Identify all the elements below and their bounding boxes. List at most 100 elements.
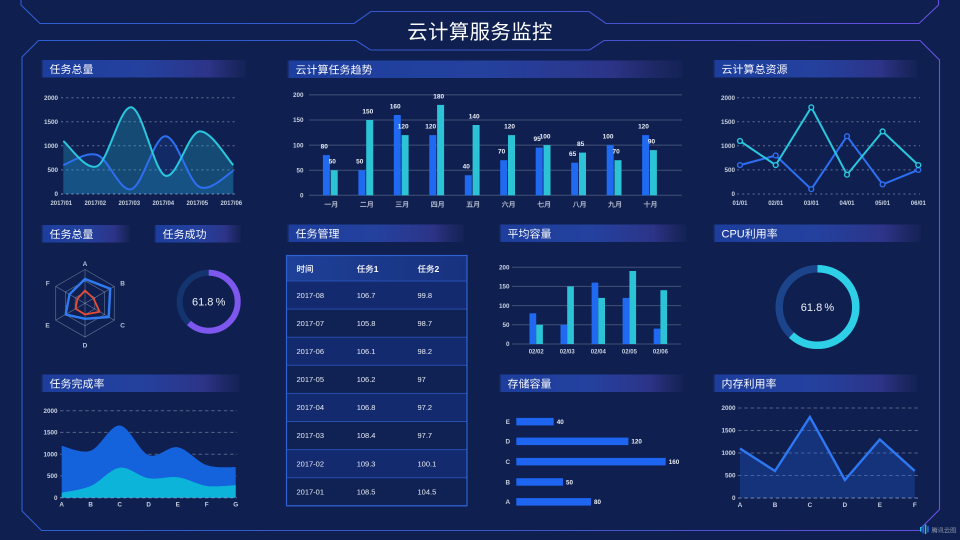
svg-text:A: A — [59, 502, 64, 509]
svg-text:0: 0 — [54, 495, 58, 502]
svg-text:106.1: 106.1 — [357, 347, 376, 356]
svg-text:B: B — [120, 281, 125, 288]
svg-text:1500: 1500 — [43, 430, 58, 437]
svg-text:D: D — [843, 502, 848, 509]
svg-text:61.8 %: 61.8 % — [192, 297, 226, 309]
svg-text:50: 50 — [566, 479, 574, 486]
svg-text:CPU: CPU — [722, 229, 745, 241]
svg-text:2000: 2000 — [43, 408, 58, 415]
svg-text:1500: 1500 — [721, 428, 736, 435]
svg-text:01/01: 01/01 — [732, 201, 748, 207]
svg-text:2017/06: 2017/06 — [220, 201, 242, 207]
svg-text:2017/03: 2017/03 — [118, 201, 140, 207]
svg-text:1: 1 — [374, 264, 379, 274]
svg-text:80: 80 — [594, 499, 602, 506]
svg-text:2017-02: 2017-02 — [297, 459, 325, 468]
svg-text:02/05: 02/05 — [622, 350, 638, 356]
svg-text:C: C — [120, 323, 125, 330]
svg-text:2017/02: 2017/02 — [84, 201, 106, 207]
svg-text:180: 180 — [433, 93, 444, 100]
svg-text:2017/01: 2017/01 — [50, 201, 72, 207]
svg-text:2000: 2000 — [721, 95, 736, 102]
svg-text:160: 160 — [669, 459, 680, 466]
svg-text:70: 70 — [498, 149, 506, 156]
svg-text:200: 200 — [293, 92, 304, 99]
svg-text:200: 200 — [499, 264, 510, 271]
svg-text:A: A — [738, 502, 743, 509]
svg-text:150: 150 — [293, 117, 304, 124]
svg-text:106.7: 106.7 — [357, 291, 376, 300]
svg-text:40: 40 — [557, 419, 565, 426]
svg-text:C: C — [808, 502, 813, 509]
svg-text:2000: 2000 — [721, 405, 736, 412]
svg-text:F: F — [205, 502, 209, 509]
svg-text:90: 90 — [648, 139, 656, 146]
svg-text:106.2: 106.2 — [357, 375, 376, 384]
svg-text:108.5: 108.5 — [357, 488, 376, 497]
svg-text:E: E — [878, 502, 882, 509]
svg-text:2017-06: 2017-06 — [297, 347, 325, 356]
svg-text:03/01: 03/01 — [804, 201, 820, 207]
svg-text:2017-03: 2017-03 — [297, 431, 325, 440]
svg-text:500: 500 — [725, 473, 736, 480]
svg-text:50: 50 — [296, 167, 304, 174]
svg-text:50: 50 — [502, 322, 510, 329]
svg-text:40: 40 — [463, 164, 471, 171]
svg-text:120: 120 — [631, 439, 642, 446]
svg-text:G: G — [233, 502, 238, 509]
svg-text:500: 500 — [47, 473, 58, 480]
svg-text:100: 100 — [603, 134, 614, 141]
svg-text:2017-04: 2017-04 — [297, 403, 325, 412]
svg-text:500: 500 — [47, 167, 58, 174]
svg-text:109.3: 109.3 — [357, 459, 376, 468]
svg-text:1500: 1500 — [721, 119, 736, 126]
svg-text:2017-05: 2017-05 — [297, 375, 325, 384]
svg-text:1500: 1500 — [44, 119, 59, 126]
svg-text:E: E — [176, 502, 180, 509]
svg-text:2: 2 — [435, 264, 440, 274]
svg-text:06/01: 06/01 — [911, 201, 927, 207]
svg-text:120: 120 — [504, 124, 515, 131]
svg-text:100: 100 — [499, 303, 510, 310]
svg-text:0: 0 — [300, 193, 304, 200]
svg-text:70: 70 — [612, 149, 620, 156]
svg-text:2017/04: 2017/04 — [152, 201, 174, 207]
svg-text:104.5: 104.5 — [418, 488, 437, 497]
svg-text:B: B — [88, 502, 93, 509]
svg-text:B: B — [505, 479, 510, 486]
svg-text:98.7: 98.7 — [418, 319, 433, 328]
svg-text:150: 150 — [499, 284, 510, 291]
svg-text:500: 500 — [724, 167, 735, 174]
svg-text:2017-08: 2017-08 — [297, 291, 325, 300]
svg-text:150: 150 — [362, 109, 373, 116]
svg-text:0: 0 — [54, 191, 58, 198]
svg-text:2000: 2000 — [44, 95, 59, 102]
svg-text:02/03: 02/03 — [560, 350, 576, 356]
svg-text:E: E — [45, 323, 50, 330]
svg-text:105.8: 105.8 — [357, 319, 376, 328]
svg-text:108.4: 108.4 — [357, 431, 376, 440]
svg-text:04/01: 04/01 — [839, 201, 855, 207]
svg-text:05/01: 05/01 — [875, 201, 891, 207]
svg-text:50: 50 — [329, 159, 337, 166]
svg-text:97.7: 97.7 — [418, 431, 433, 440]
svg-text:120: 120 — [398, 124, 409, 131]
svg-text:A: A — [505, 499, 510, 506]
svg-text:02/04: 02/04 — [591, 350, 607, 356]
svg-text:F: F — [913, 502, 917, 509]
svg-text:2017/05: 2017/05 — [186, 201, 208, 207]
svg-text:F: F — [46, 281, 50, 288]
svg-text:C: C — [505, 459, 510, 466]
svg-text:1000: 1000 — [721, 143, 736, 150]
svg-text:120: 120 — [425, 124, 436, 131]
svg-text:2017-01: 2017-01 — [297, 488, 325, 497]
svg-text:1000: 1000 — [43, 451, 58, 458]
svg-text:97: 97 — [418, 375, 426, 384]
svg-text:120: 120 — [638, 124, 649, 131]
svg-text:106.8: 106.8 — [357, 403, 376, 412]
svg-text:E: E — [506, 419, 510, 426]
svg-text:0: 0 — [732, 495, 736, 502]
svg-text:99.8: 99.8 — [418, 291, 433, 300]
svg-text:160: 160 — [390, 104, 401, 111]
svg-text:2017-07: 2017-07 — [297, 319, 325, 328]
